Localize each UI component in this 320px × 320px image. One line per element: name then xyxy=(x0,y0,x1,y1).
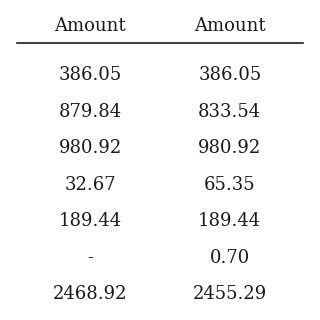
Text: 2468.92: 2468.92 xyxy=(53,285,127,303)
Text: Amount: Amount xyxy=(54,17,126,35)
Text: 980.92: 980.92 xyxy=(198,140,261,157)
Text: 2455.29: 2455.29 xyxy=(193,285,267,303)
Text: 0.70: 0.70 xyxy=(210,249,250,267)
Text: -: - xyxy=(87,249,93,267)
Text: 386.05: 386.05 xyxy=(198,67,261,84)
Text: 386.05: 386.05 xyxy=(59,67,122,84)
Text: 189.44: 189.44 xyxy=(198,212,261,230)
Text: 32.67: 32.67 xyxy=(64,176,116,194)
Text: 879.84: 879.84 xyxy=(59,103,122,121)
Text: 980.92: 980.92 xyxy=(59,140,122,157)
Text: 65.35: 65.35 xyxy=(204,176,256,194)
Text: 833.54: 833.54 xyxy=(198,103,261,121)
Text: Amount: Amount xyxy=(194,17,266,35)
Text: 189.44: 189.44 xyxy=(59,212,122,230)
